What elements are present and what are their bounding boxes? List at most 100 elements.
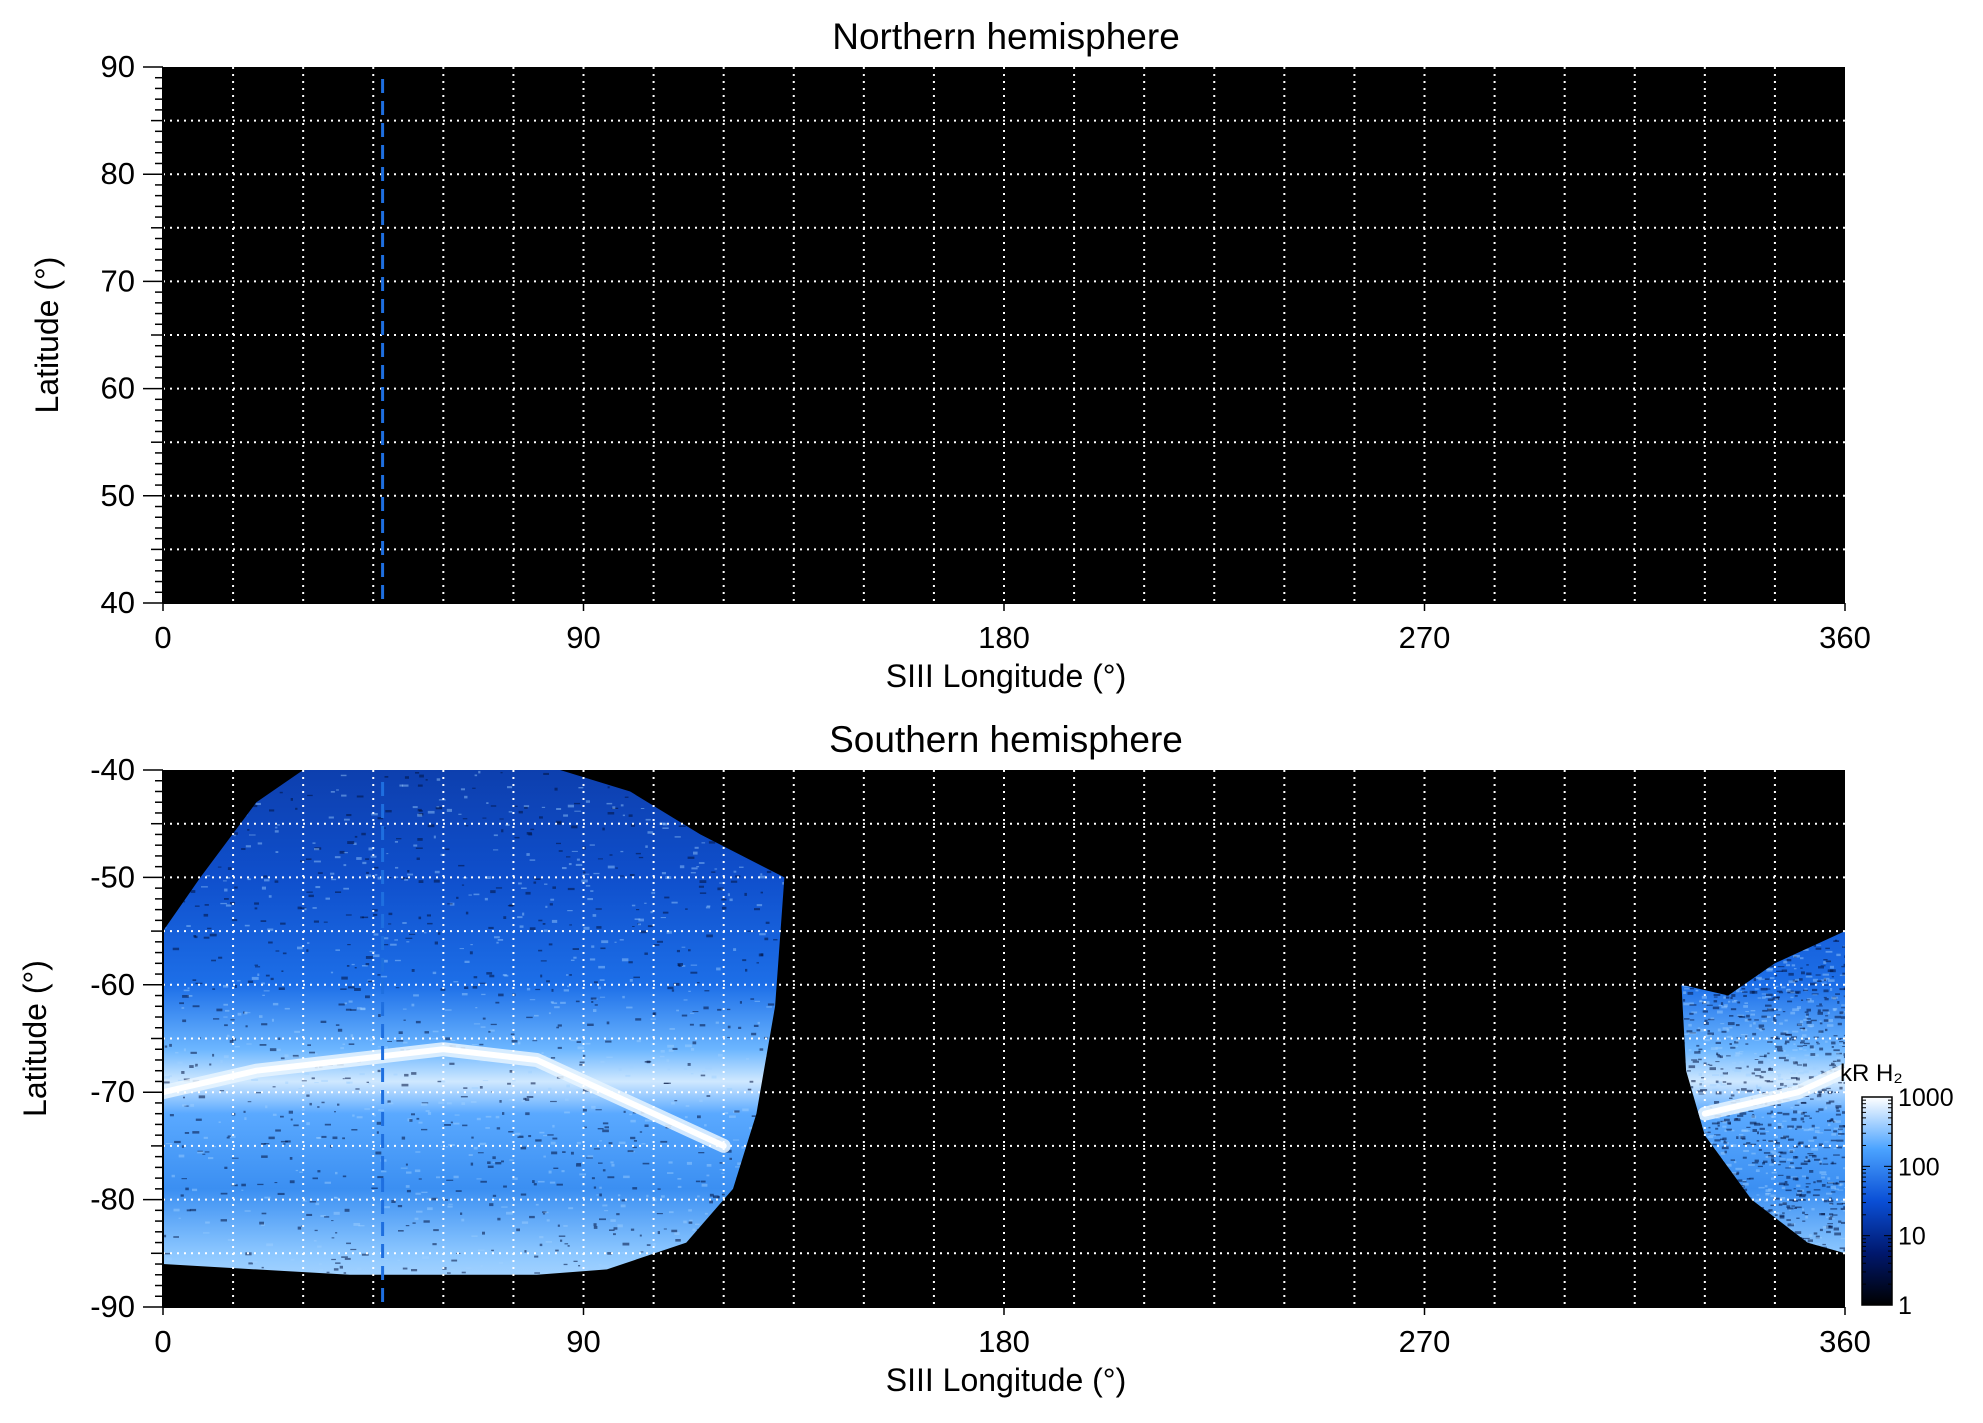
main-oval-peak (163, 1046, 727, 1149)
noise-speck (695, 1180, 701, 1183)
noise-speck (313, 920, 319, 923)
noise-speck (534, 878, 541, 880)
noise-speck (1771, 1171, 1777, 1174)
noise-speck (374, 874, 378, 876)
noise-speck (308, 894, 314, 898)
noise-speck (264, 879, 270, 882)
noise-speck (1742, 991, 1748, 993)
noise-speck (1824, 1040, 1828, 1043)
noise-speck (255, 802, 261, 805)
noise-speck (598, 965, 605, 969)
noise-speck (1750, 1143, 1757, 1145)
noise-speck (1765, 1189, 1771, 1192)
noise-speck (1841, 1221, 1845, 1224)
noise-speck (262, 994, 265, 996)
noise-speck (591, 1177, 595, 1180)
noise-speck (782, 882, 785, 885)
noise-speck (706, 1164, 712, 1167)
noise-speck (652, 1012, 655, 1015)
noise-speck (1774, 998, 1779, 1001)
noise-speck (1719, 1074, 1724, 1077)
noise-speck (1743, 994, 1747, 997)
noise-speck (711, 871, 716, 873)
noise-speck (390, 943, 397, 946)
noise-speck (635, 1018, 642, 1021)
noise-speck (1704, 1130, 1708, 1134)
noise-speck (1827, 1181, 1835, 1184)
noise-speck (344, 1208, 350, 1212)
noise-speck (1807, 1153, 1814, 1155)
noise-speck (1741, 1186, 1744, 1188)
noise-speck (540, 960, 547, 962)
noise-speck (699, 1146, 706, 1148)
noise-speck (342, 1043, 346, 1045)
noise-speck (674, 1100, 678, 1102)
noise-speck (521, 1221, 529, 1224)
noise-speck (1714, 1134, 1721, 1136)
noise-speck (393, 1073, 398, 1076)
noise-speck (534, 1014, 539, 1017)
noise-speck (209, 933, 217, 937)
noise-speck (1707, 1032, 1714, 1036)
noise-speck (1745, 1073, 1751, 1077)
noise-speck (254, 902, 259, 905)
noise-speck (1744, 1019, 1749, 1022)
noise-speck (339, 850, 345, 854)
noise-speck (1732, 1068, 1739, 1070)
noise-speck (1778, 1182, 1785, 1186)
x-tick-label: 90 (566, 1324, 600, 1359)
chart-title: Northern hemisphere (832, 16, 1180, 57)
noise-speck (1777, 966, 1785, 968)
noise-speck (1728, 1000, 1731, 1003)
noise-speck (1786, 988, 1791, 990)
noise-speck (1837, 1022, 1842, 1026)
noise-speck (1812, 1067, 1820, 1070)
noise-speck (1794, 1104, 1800, 1106)
noise-speck (274, 880, 279, 883)
noise-speck (261, 1143, 266, 1145)
noise-speck (599, 1186, 602, 1189)
noise-speck (1805, 1015, 1809, 1018)
noise-speck (172, 947, 180, 951)
noise-speck (348, 1000, 353, 1003)
noise-speck (344, 1257, 351, 1260)
noise-speck (1793, 954, 1800, 958)
noise-speck (226, 876, 231, 879)
noise-speck (1806, 1018, 1811, 1020)
noise-speck (1706, 1004, 1713, 1006)
noise-speck (1742, 1182, 1749, 1186)
noise-speck (1774, 985, 1779, 987)
noise-speck (543, 929, 548, 932)
noise-speck (661, 1195, 665, 1198)
noise-speck (674, 1232, 680, 1235)
noise-speck (1724, 1163, 1732, 1167)
noise-speck (628, 814, 633, 817)
noise-speck (571, 1151, 574, 1155)
noise-speck (320, 1020, 327, 1023)
noise-speck (224, 898, 229, 900)
noise-speck (1775, 1142, 1780, 1145)
noise-speck (1753, 978, 1757, 982)
noise-speck (1841, 1007, 1845, 1009)
noise-speck (1721, 1056, 1726, 1059)
noise-speck (585, 800, 590, 803)
noise-speck (353, 842, 357, 845)
noise-speck (1843, 1011, 1845, 1013)
noise-speck (721, 1172, 725, 1174)
noise-speck (766, 870, 772, 874)
noise-speck (415, 772, 420, 774)
noise-speck (307, 794, 313, 797)
noise-speck (229, 1040, 234, 1043)
noise-speck (194, 935, 198, 939)
noise-speck (335, 1232, 338, 1234)
noise-speck (1689, 1002, 1694, 1005)
noise-speck (727, 1008, 731, 1011)
noise-speck (313, 1240, 317, 1242)
noise-speck (1813, 1232, 1818, 1235)
noise-speck (525, 1112, 530, 1116)
noise-speck (1751, 1115, 1757, 1119)
noise-speck (306, 949, 309, 952)
noise-speck (376, 1131, 379, 1134)
noise-speck (1718, 1004, 1723, 1007)
noise-speck (290, 1258, 295, 1261)
